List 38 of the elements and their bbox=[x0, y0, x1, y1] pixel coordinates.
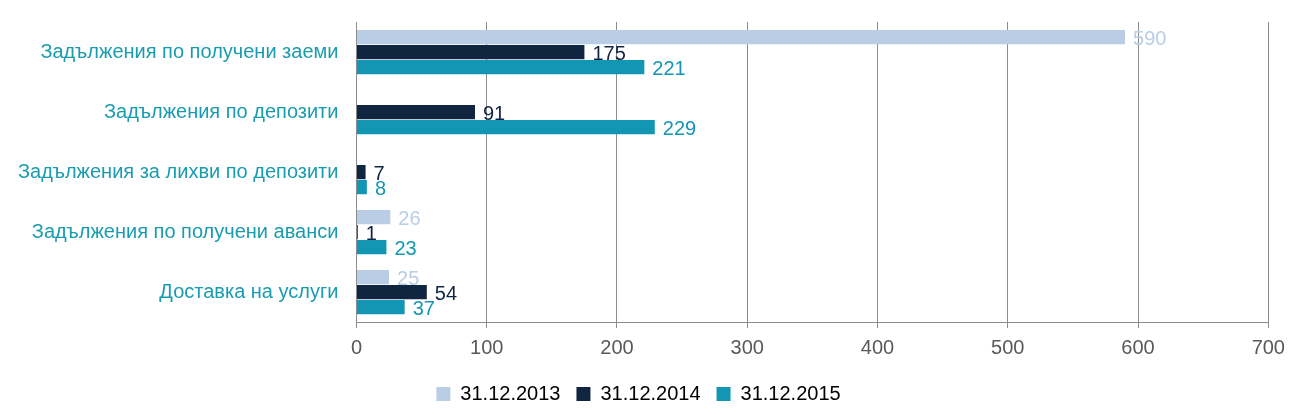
bar bbox=[356, 209, 391, 225]
y-tick-label: Доставка на услуги bbox=[159, 279, 339, 302]
data-label: 26 bbox=[398, 206, 421, 229]
bar bbox=[356, 104, 475, 120]
y-tick-label: Задължения по получени аванси bbox=[31, 219, 339, 242]
data-label: 229 bbox=[662, 116, 697, 139]
bar bbox=[356, 179, 367, 195]
y-tick-label: Задължения по депозити bbox=[104, 99, 339, 122]
y-tick-label: Задължения за лихви по депозити bbox=[17, 159, 339, 182]
bar bbox=[356, 239, 387, 255]
data-label: 91 bbox=[483, 101, 506, 124]
legend-label: 31.12.2014 bbox=[600, 381, 701, 404]
bar bbox=[356, 44, 585, 60]
x-tick-label: 0 bbox=[350, 335, 363, 358]
legend-label: 31.12.2015 bbox=[740, 381, 841, 404]
data-label: 54 bbox=[434, 281, 458, 304]
bar bbox=[356, 164, 366, 180]
legend-label: 31.12.2013 bbox=[460, 381, 561, 404]
data-label: 25 bbox=[397, 266, 420, 289]
data-label: 1 bbox=[365, 221, 377, 244]
bar bbox=[356, 119, 655, 135]
x-tick-label: 400 bbox=[860, 335, 895, 358]
data-label: 37 bbox=[412, 296, 435, 319]
x-tick-label: 600 bbox=[1121, 335, 1155, 358]
bar bbox=[356, 284, 427, 300]
bar bbox=[356, 29, 1126, 45]
x-tick-label: 100 bbox=[470, 335, 504, 358]
data-label: 221 bbox=[652, 56, 686, 79]
x-tick-label: 300 bbox=[730, 335, 764, 358]
bar bbox=[356, 299, 405, 315]
x-tick-label: 500 bbox=[991, 335, 1025, 358]
x-tick-label: 200 bbox=[600, 335, 634, 358]
y-tick-label: Задължения по получени заеми bbox=[40, 39, 339, 62]
data-label: 23 bbox=[394, 236, 417, 259]
x-tick-label: 700 bbox=[1251, 335, 1285, 358]
bar bbox=[356, 59, 645, 75]
data-label: 175 bbox=[592, 41, 626, 64]
bar bbox=[356, 269, 390, 285]
